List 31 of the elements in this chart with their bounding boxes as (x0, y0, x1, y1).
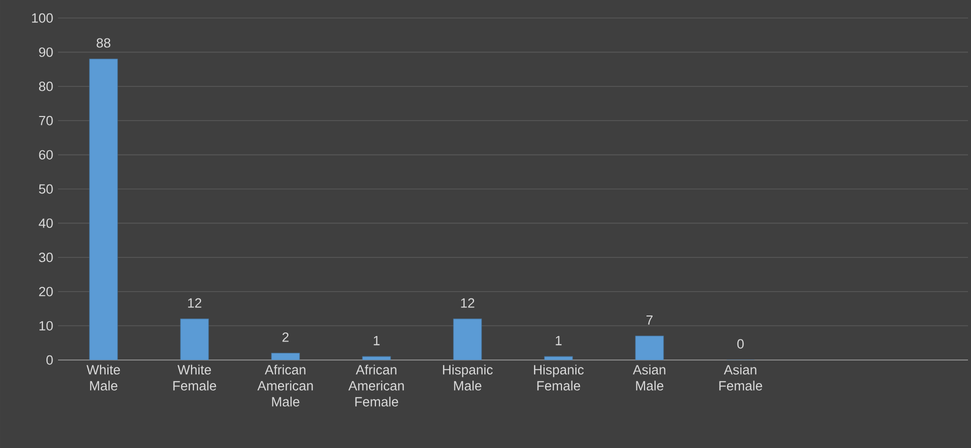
y-tick-label: 100 (32, 13, 53, 23)
y-tick-label: 0 (46, 355, 53, 365)
x-tick-label: Hispanic Male (443, 364, 493, 390)
x-tick-label: White Female (173, 364, 216, 390)
data-label: 1 (556, 336, 562, 346)
x-tick-label: White Male (86, 364, 120, 390)
y-tick-label: 60 (39, 150, 53, 160)
x-tick-label: African American Male (257, 364, 313, 406)
data-label: 7 (646, 315, 653, 325)
data-label: 12 (188, 298, 202, 308)
x-tick-label: Asian Female (719, 364, 762, 390)
y-tick-label: 40 (38, 218, 53, 228)
y-tick-label: 20 (39, 286, 53, 296)
data-label: 1 (374, 336, 380, 346)
y-tick-label: 30 (38, 252, 53, 262)
y-tick-label: 90 (39, 47, 53, 57)
data-label: 0 (737, 339, 744, 349)
bar (635, 336, 664, 360)
x-tick-label: Asian Male (632, 364, 666, 390)
x-tick-label: Hispanic Female (534, 364, 584, 390)
y-tick-label: 10 (39, 321, 53, 330)
data-label: 12 (461, 298, 474, 308)
x-tick-label: African American Female (348, 364, 404, 406)
y-tick-label: 70 (39, 116, 53, 126)
data-label: 88 (96, 38, 110, 48)
data-label: 2 (282, 332, 289, 342)
bar (180, 318, 209, 360)
bar (89, 58, 118, 360)
bar (453, 318, 482, 360)
y-tick-label: 80 (39, 82, 53, 92)
y-tick-label: 50 (39, 184, 53, 194)
